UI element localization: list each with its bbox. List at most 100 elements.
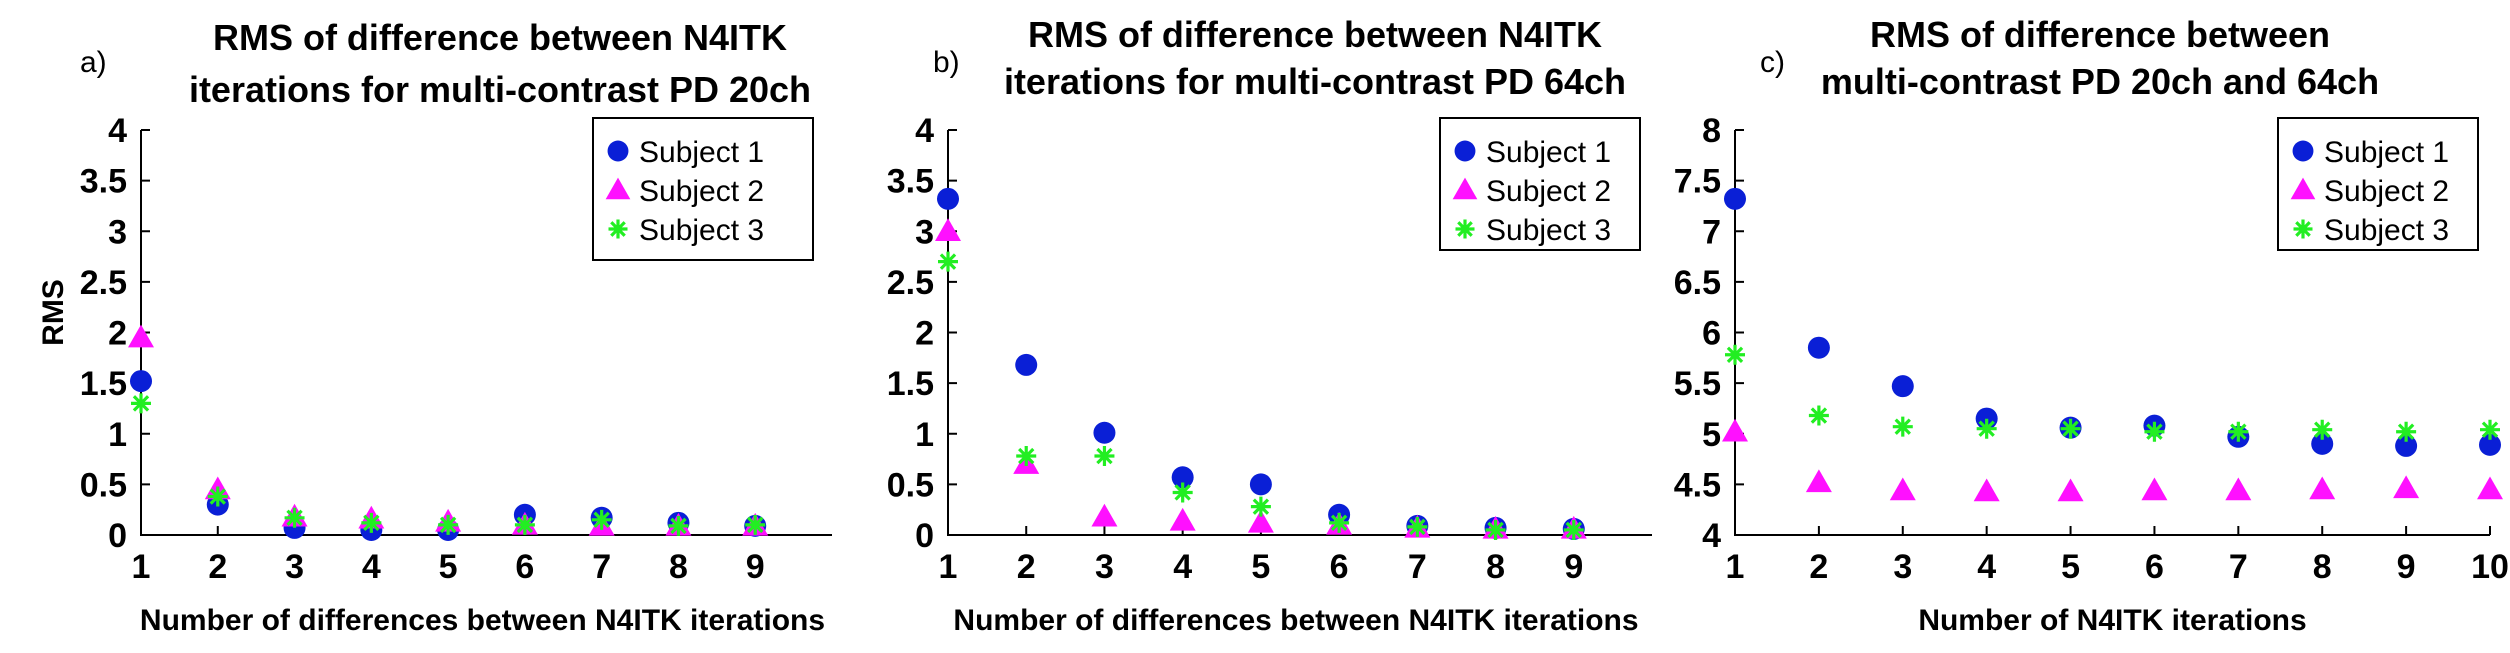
x-tick-label: 6: [515, 548, 534, 586]
series-3: [1725, 344, 2500, 442]
y-tick-label: 8: [1702, 112, 1721, 150]
data-point-circle: [1171, 466, 1194, 489]
y-tick-label: 0.5: [80, 466, 127, 504]
data-point-star: [1976, 418, 1997, 439]
y-tick-label: 1.5: [887, 365, 934, 403]
y-tick-label: 1.5: [80, 365, 127, 403]
x-tick-label: 3: [285, 548, 304, 586]
y-tick-label: 4.5: [1674, 466, 1721, 504]
data-point-star: [2144, 421, 2165, 442]
legend-marker-circle: [2292, 140, 2314, 162]
data-point-star: [1094, 446, 1115, 467]
legend-marker-star: [608, 219, 628, 239]
data-point-star: [2480, 419, 2500, 440]
chart-title-line: multi-contrast PD 20ch and 64ch: [1821, 61, 2379, 102]
data-point-star: [591, 509, 612, 530]
legend-entry: Subject 2: [1486, 175, 1611, 208]
data-point-circle: [2395, 434, 2418, 457]
x-tick-label: 5: [1251, 548, 1270, 586]
data-point-star: [938, 251, 958, 272]
data-point-star: [1725, 344, 1745, 365]
data-point-triangle: [2309, 476, 2336, 500]
legend-entry: Subject 1: [639, 136, 764, 169]
data-point-star: [2312, 419, 2333, 440]
legend-marker-triangle: [2290, 177, 2316, 200]
y-tick-label: 0: [108, 517, 127, 555]
legend-entry: Subject 2: [2324, 175, 2449, 208]
x-tick-label: 9: [1564, 548, 1583, 586]
x-tick-label: 7: [2229, 548, 2248, 586]
data-point-circle: [2479, 433, 2501, 456]
data-point-triangle: [1247, 509, 1274, 533]
series-2: [1722, 418, 2503, 502]
data-point-star: [2228, 421, 2249, 442]
chart-title-line: iterations for multi-contrast PD 20ch: [189, 69, 811, 110]
y-tick-label: 5.5: [1674, 365, 1721, 403]
data-point-circle: [1807, 336, 1830, 359]
data-point-circle: [1724, 187, 1746, 210]
legend-entry: Subject 3: [2324, 214, 2449, 247]
y-tick-label: 3: [108, 213, 127, 251]
data-point-star: [131, 393, 151, 414]
y-tick-label: 7: [1702, 213, 1721, 251]
x-tick-label: 1: [939, 548, 958, 586]
x-axis-label: Number of differences between N4ITK iter…: [140, 604, 825, 637]
data-point-triangle: [2141, 477, 2168, 501]
data-point-triangle: [2057, 478, 2084, 502]
x-tick-label: 9: [746, 548, 765, 586]
x-tick-label: 4: [362, 548, 381, 586]
data-point-star: [1485, 519, 1506, 540]
x-tick-label: 6: [2145, 548, 2164, 586]
panel-label: a): [80, 46, 107, 79]
y-tick-label: 3.5: [887, 163, 934, 201]
series-3: [131, 393, 766, 536]
data-point-circle: [2311, 432, 2334, 455]
y-tick-label: 1: [108, 416, 127, 454]
x-tick-label: 7: [1408, 548, 1427, 586]
data-point-triangle: [2477, 476, 2503, 500]
data-point-circle: [1891, 375, 1914, 398]
y-tick-label: 1: [915, 416, 934, 454]
legend-entry: Subject 1: [2324, 136, 2449, 169]
legend-entry: Subject 2: [639, 175, 764, 208]
x-tick-label: 3: [1893, 548, 1912, 586]
y-tick-label: 0.5: [887, 466, 934, 504]
data-point-circle: [1249, 473, 1272, 496]
x-axis-label: Number of differences between N4ITK iter…: [953, 604, 1638, 637]
legend-marker-star: [2293, 219, 2313, 239]
x-tick-label: 5: [439, 548, 458, 586]
data-point-star: [1250, 496, 1271, 517]
x-tick-label: 2: [1809, 548, 1828, 586]
y-tick-label: 5: [1702, 416, 1721, 454]
data-point-star: [284, 507, 305, 528]
x-tick-label: 4: [1977, 548, 1996, 586]
data-point-star: [2060, 418, 2081, 439]
data-point-triangle: [1722, 418, 1748, 442]
data-point-circle: [937, 187, 959, 210]
x-tick-label: 6: [1330, 548, 1349, 586]
x-tick-label: 8: [1486, 548, 1505, 586]
data-point-star: [514, 514, 535, 535]
y-tick-label: 2: [915, 315, 934, 353]
chart-panel-2: b) RMS of difference between N4ITK iterati…: [887, 14, 1652, 637]
legend-marker-circle: [1454, 140, 1476, 162]
y-tick-label: 3.5: [80, 163, 127, 201]
y-tick-label: 6: [1702, 315, 1721, 353]
x-tick-label: 1: [132, 548, 151, 586]
x-tick-label: 9: [2397, 548, 2416, 586]
legend-marker-star: [1455, 219, 1475, 239]
y-tick-label: 4: [1702, 517, 1721, 555]
x-tick-label: 10: [2471, 548, 2509, 586]
y-tick-label: 4: [915, 112, 934, 150]
data-point-triangle: [128, 324, 154, 348]
data-point-star: [1016, 446, 1037, 467]
x-tick-label: 7: [592, 548, 611, 586]
y-tick-label: 2: [108, 315, 127, 353]
data-point-circle: [1015, 353, 1038, 376]
y-tick-label: 2.5: [887, 264, 934, 302]
legend-marker-triangle: [1452, 177, 1478, 200]
series-3: [938, 251, 1584, 540]
y-tick-label: 7.5: [1674, 163, 1721, 201]
data-point-triangle: [1805, 469, 1832, 493]
